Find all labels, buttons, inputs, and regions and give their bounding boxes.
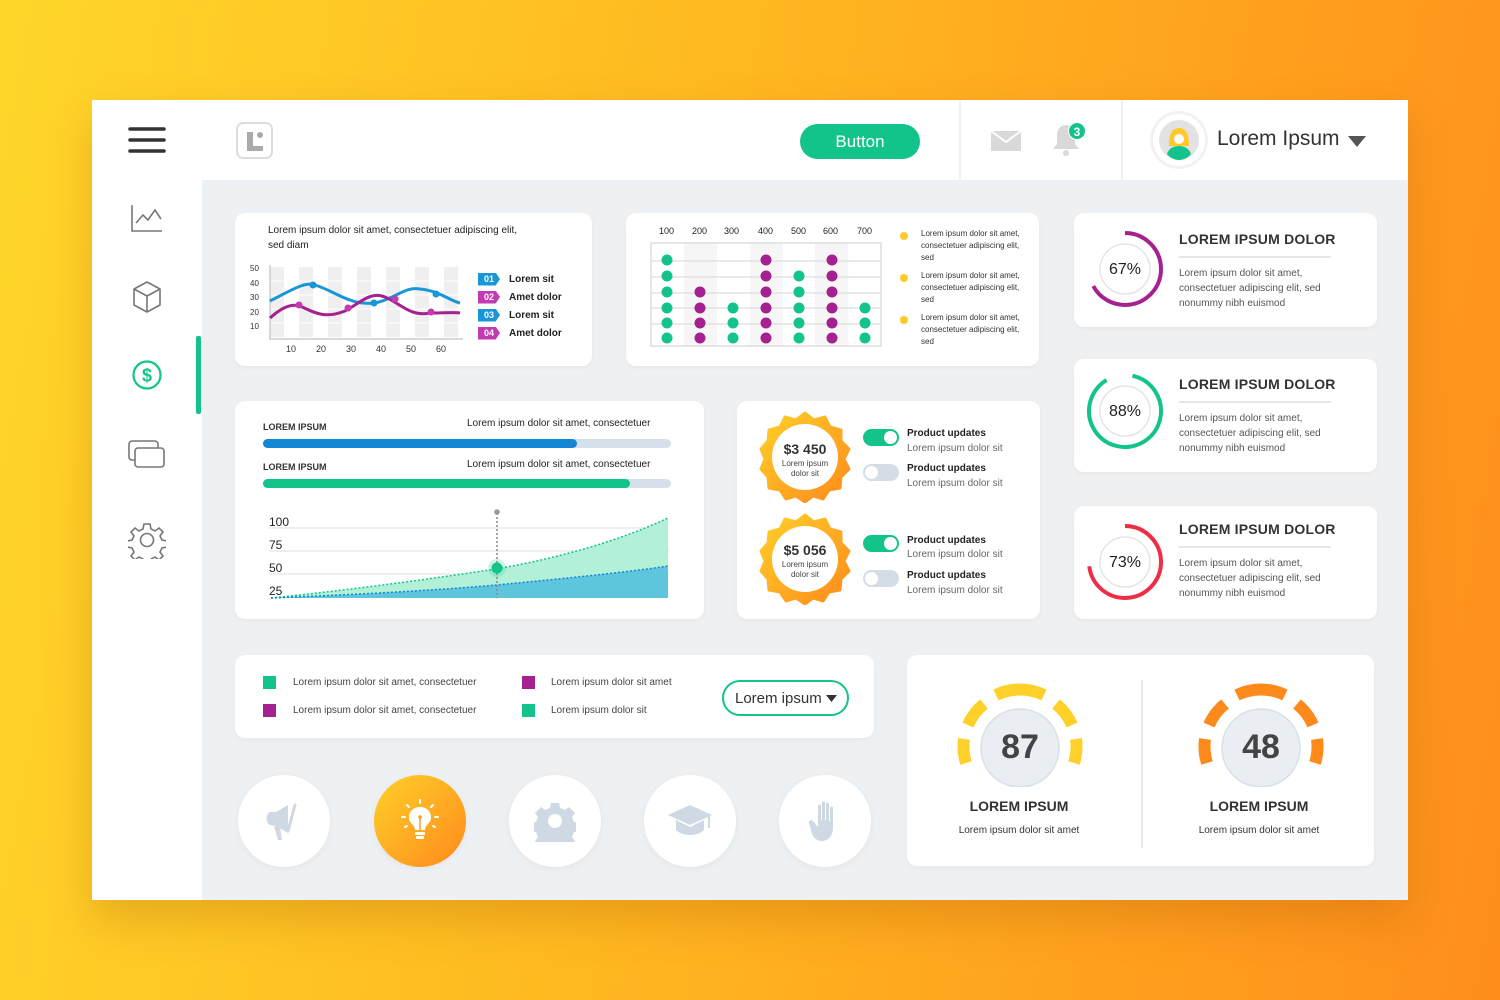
ring-progress-73: 73% — [1087, 524, 1163, 600]
gauge-48 — [1198, 683, 1324, 787]
dot-matrix-chart — [650, 242, 882, 347]
area-y-ticks: 100 75 50 25 — [269, 515, 290, 598]
mail-button[interactable] — [990, 130, 1022, 157]
line-chart-icon — [131, 205, 162, 232]
svg-text:67%: 67% — [1109, 261, 1141, 278]
app-logo[interactable] — [236, 122, 273, 159]
legend-swatch — [522, 676, 535, 689]
top-bar: Button 3 Lorem Ipsum — [202, 100, 1408, 180]
divider — [1179, 401, 1331, 403]
sidebar-item-cards[interactable] — [92, 424, 202, 484]
progress-fill — [263, 479, 631, 488]
logo-icon — [246, 131, 263, 151]
yellow-dot — [900, 316, 908, 324]
menu-icon — [128, 127, 166, 153]
cards-icon — [128, 440, 165, 468]
dollar-icon: $ — [132, 360, 162, 390]
price-badge-2 — [759, 513, 851, 605]
wave-legend: 01 Lorem sit 02 Amet dolor 03 Lorem sit 04 A… — [478, 270, 562, 342]
user-name: Lorem Ipsum — [1217, 127, 1340, 150]
dot-legend: Lorem ipsum dolor sit amet, consectetuer… — [900, 228, 1020, 354]
dashboard-window: $ Button 3 Lorem Ipsum — [92, 100, 1408, 900]
lightbulb-button[interactable] — [374, 775, 466, 867]
sidebar-item-products[interactable] — [92, 267, 202, 327]
ring-card-2: 88% LOREM IPSUM DOLOR Lorem ipsum dolor … — [1074, 359, 1377, 472]
hand-button[interactable] — [779, 775, 871, 867]
svg-text:73%: 73% — [1109, 554, 1141, 571]
ring-card-1: 67% LOREM IPSUM DOLOR Lorem ipsum dolor … — [1074, 213, 1377, 327]
gauge-87 — [957, 683, 1083, 787]
mail-icon — [990, 130, 1022, 151]
divider — [1179, 256, 1331, 258]
sidebar-item-finance[interactable]: $ — [92, 345, 202, 405]
legend-item: 03 Lorem sit — [478, 306, 562, 324]
progress-bar-2 — [263, 479, 671, 488]
dropdown-select[interactable]: Lorem ipsum — [722, 680, 849, 716]
toggle-switch-on[interactable] — [863, 429, 899, 446]
gear-icon — [128, 523, 166, 559]
lightbulb-icon — [401, 799, 439, 839]
gear-button[interactable] — [509, 775, 601, 867]
chevron-down-icon — [826, 695, 837, 702]
legend-item: Lorem ipsum dolor sit amet, consectetuer… — [900, 228, 1020, 270]
yellow-dot — [900, 274, 908, 282]
menu-button[interactable] — [92, 110, 202, 170]
ring-progress-88: 88% — [1087, 373, 1163, 449]
divider — [1179, 546, 1331, 548]
legend-swatch — [263, 704, 276, 717]
wave-chart — [268, 265, 463, 340]
wave-chart-title: Lorem ipsum dolor sit amet, consectetuer… — [268, 225, 518, 251]
progress-area-card: LOREM IPSUM Lorem ipsum dolor sit amet, … — [235, 401, 704, 619]
legend-item: 02 Amet dolor — [478, 288, 562, 306]
wave-chart-card: Lorem ipsum dolor sit amet, consectetuer… — [235, 213, 592, 366]
hand-icon — [808, 801, 833, 841]
toggle-switch-off[interactable] — [863, 464, 899, 481]
ring-card-3: 73% LOREM IPSUM DOLOR Lorem ipsum dolor … — [1074, 506, 1377, 619]
notifications-button[interactable]: 3 — [1052, 122, 1092, 162]
gear-icon — [534, 803, 576, 842]
price-toggle-card: $3 450 Lorem ipsum dolor sit $5 056 Lore… — [737, 401, 1040, 619]
divider — [1121, 100, 1123, 180]
legend-item: Lorem ipsum dolor sit amet, consectetuer… — [900, 312, 1020, 354]
megaphone-icon — [266, 803, 297, 840]
sidebar-item-analytics[interactable] — [92, 188, 202, 248]
svg-text:$: $ — [142, 366, 152, 386]
legend-item: Lorem ipsum dolor sit amet, consectetuer… — [900, 270, 1020, 312]
toggle-switch-on[interactable] — [863, 535, 899, 552]
avatar — [1153, 114, 1205, 166]
legend-swatch — [263, 676, 276, 689]
legend-dropdown-card: Lorem ipsum dolor sit amet, consectetuer… — [235, 655, 874, 738]
megaphone-button[interactable] — [238, 775, 330, 867]
notification-badge: 3 — [1068, 122, 1086, 140]
legend-swatch — [522, 704, 535, 717]
toggle-switch-off[interactable] — [863, 570, 899, 587]
gauges-card: 87 LOREM IPSUM Lorem ipsum dolor sit ame… — [907, 655, 1374, 866]
cube-icon — [133, 281, 161, 313]
y-axis-ticks: 50 40 30 20 10 — [250, 264, 259, 331]
divider — [959, 100, 961, 180]
area-chart — [269, 509, 669, 599]
yellow-dot — [900, 232, 908, 240]
price-badge-1 — [759, 411, 851, 503]
active-indicator — [196, 336, 201, 414]
graduation-button[interactable] — [644, 775, 736, 867]
graduation-cap-icon — [668, 805, 712, 835]
svg-text:88%: 88% — [1109, 403, 1141, 420]
sidebar-item-settings[interactable] — [92, 510, 202, 570]
legend-item: 01 Lorem sit — [478, 270, 562, 288]
sidebar: $ — [92, 100, 202, 900]
primary-button[interactable]: Button — [800, 124, 920, 159]
chevron-down-icon — [1348, 136, 1366, 147]
divider — [1141, 680, 1143, 848]
legend-item: 04 Amet dolor — [478, 324, 562, 342]
progress-fill — [263, 439, 578, 448]
progress-bar-1 — [263, 439, 671, 448]
user-menu[interactable]: Lorem Ipsum — [1151, 112, 1381, 168]
dot-matrix-card: 100 200 300 400 500 600 700 Lorem ipsum dolor … — [626, 213, 1039, 366]
ring-progress-67: 67% — [1087, 231, 1163, 307]
